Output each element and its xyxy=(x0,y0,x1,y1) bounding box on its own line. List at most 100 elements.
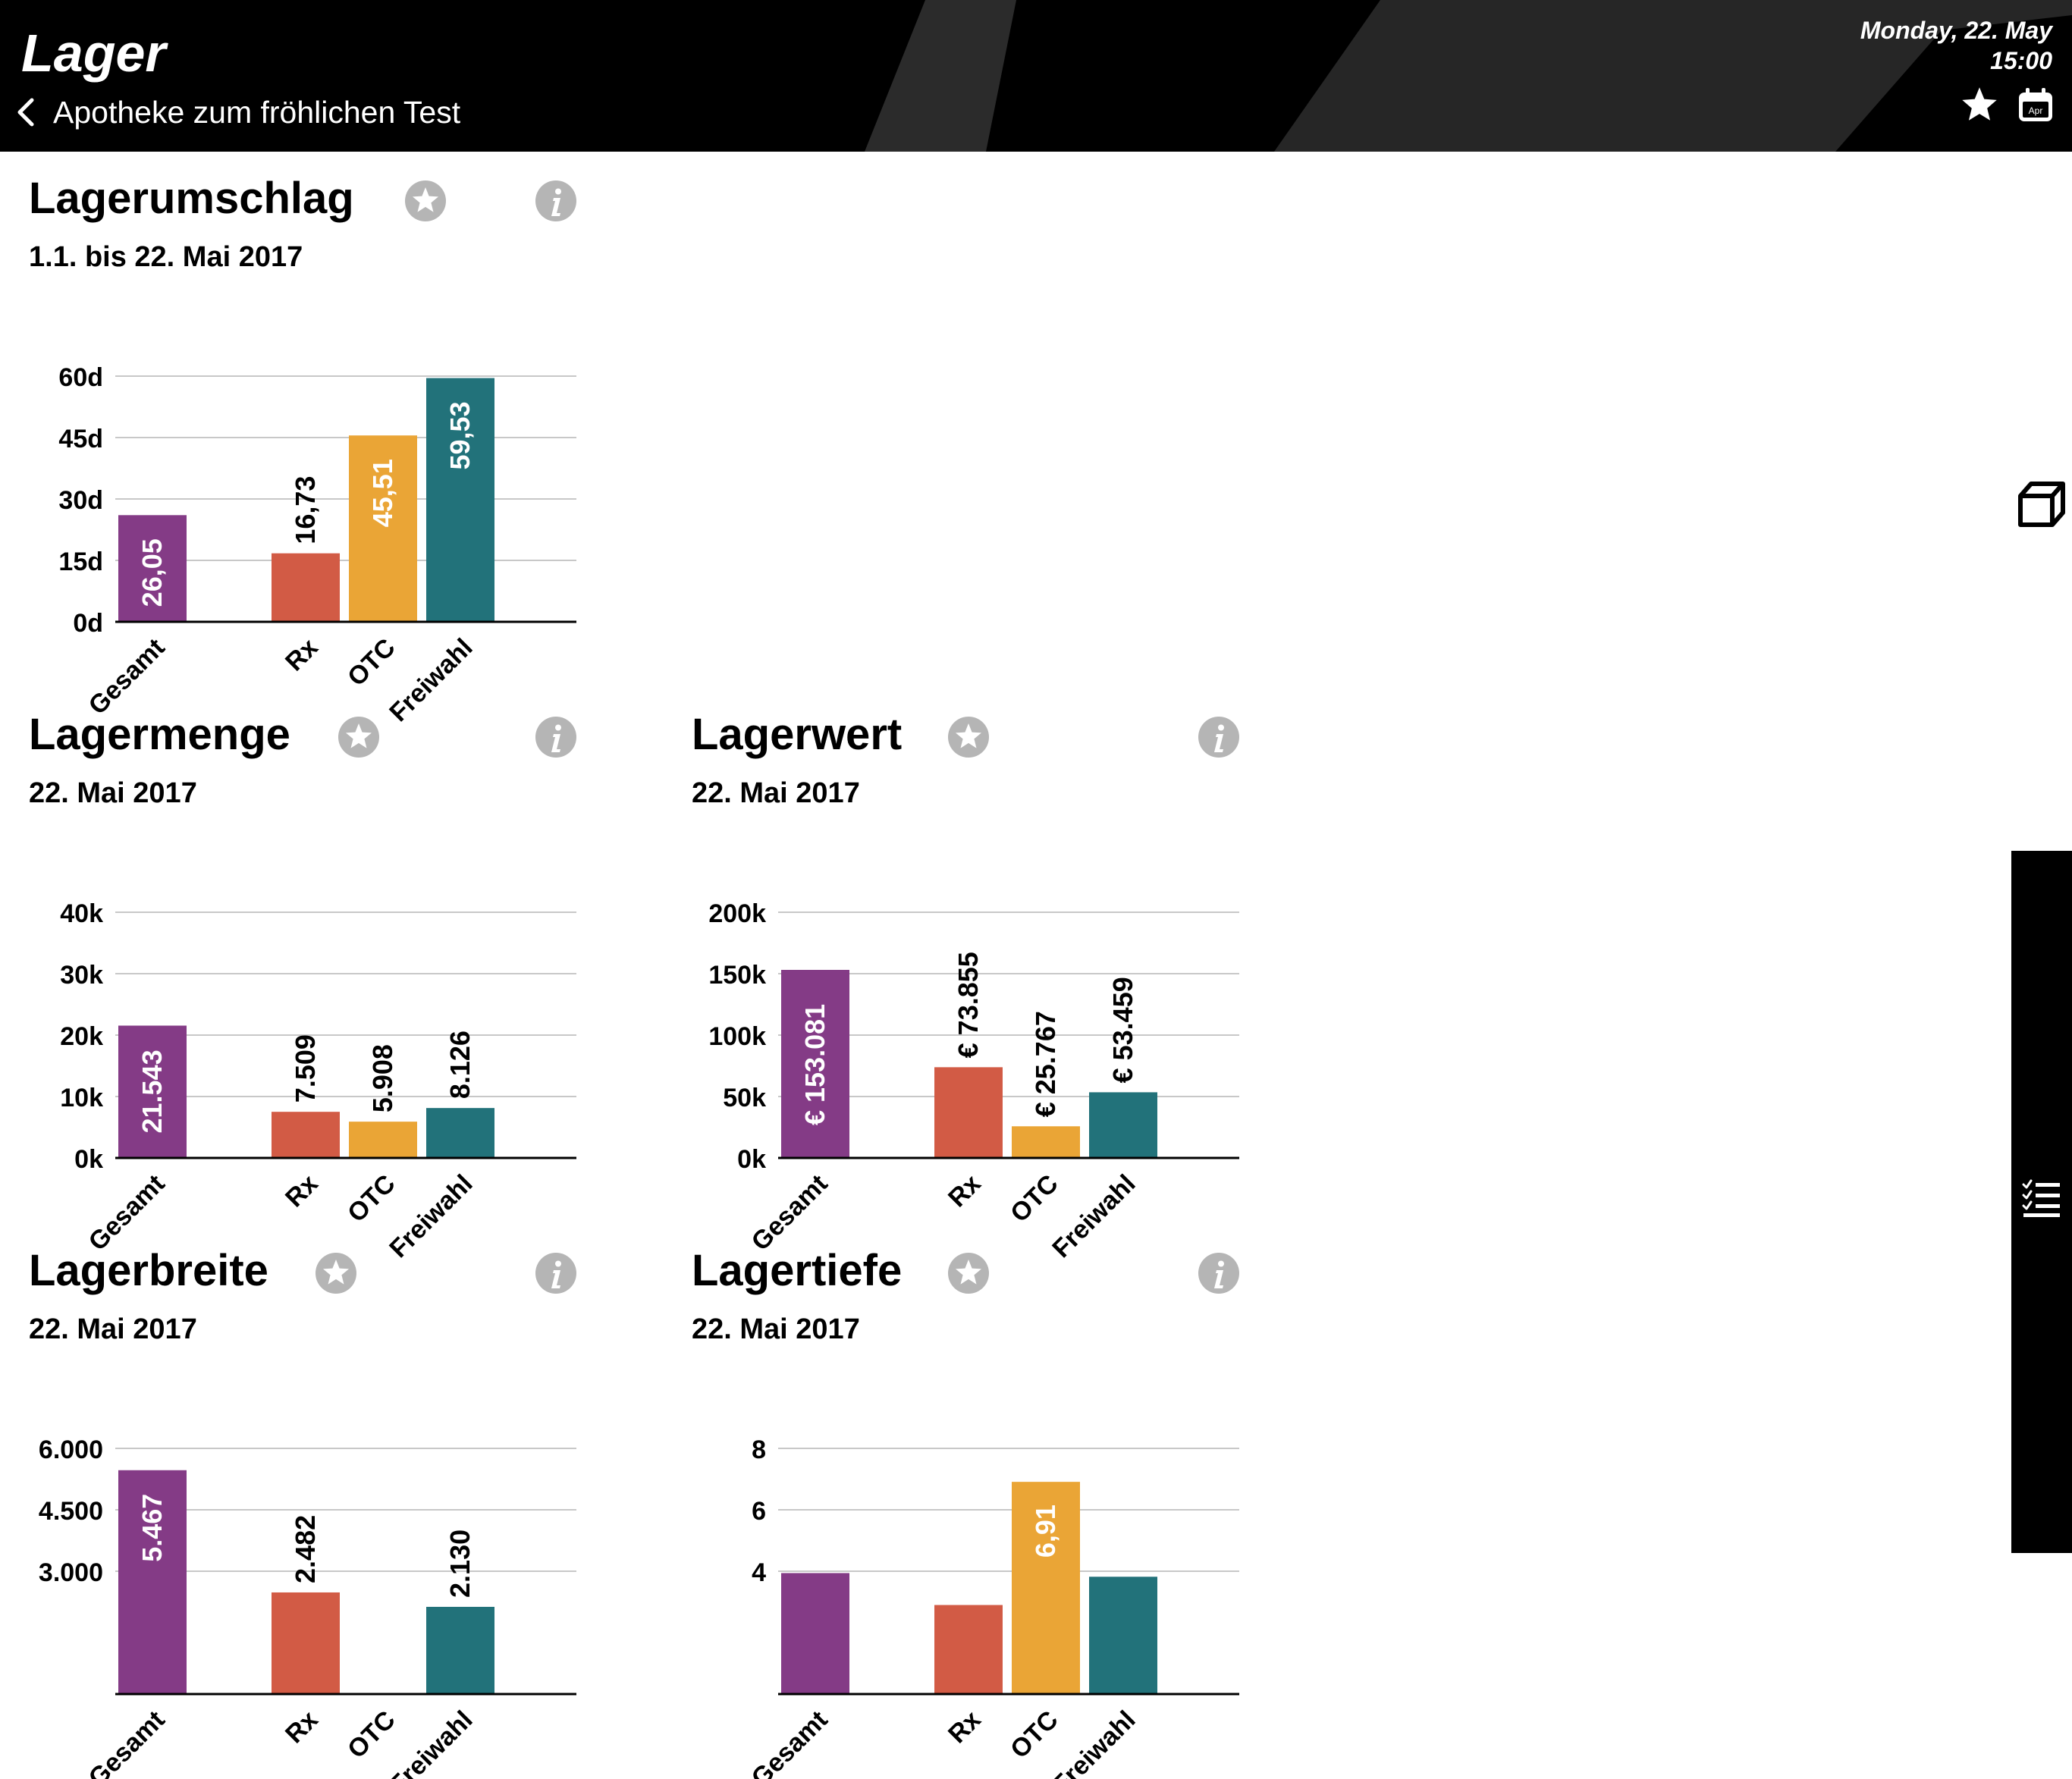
category-label-otc: OTC xyxy=(1005,1705,1064,1765)
category-label-rx: Rx xyxy=(280,1705,324,1749)
bar-freiwahl xyxy=(426,1108,494,1158)
panel-title: Lagerwert xyxy=(692,710,903,759)
panel-subtitle: 22. Mai 2017 xyxy=(692,777,860,809)
panel-subtitle: 22. Mai 2017 xyxy=(29,1313,197,1345)
bar-rx xyxy=(272,553,340,622)
bar-rx xyxy=(272,1112,340,1158)
y-tick-label: 60d xyxy=(58,363,103,392)
panel-lagertiefe: Lagertiefe 22. Mai 2017 4 6 8 Gesamt Rx 6,91 O… xyxy=(692,1241,1268,1779)
chart-lagerbreite: 3.000 4.500 6.000 5.467 Gesamt 2.482 Rx OTC 2.13… xyxy=(39,1435,576,1779)
value-label-rx: 16,73 xyxy=(290,476,321,544)
bar-rx xyxy=(934,1605,1003,1694)
y-tick-label: 150k xyxy=(708,961,766,990)
y-tick-label: 20k xyxy=(60,1022,103,1051)
value-label-freiwahl: € 53.459 xyxy=(1107,977,1138,1083)
y-tick-label: 6 xyxy=(752,1497,766,1526)
bar-freiwahl xyxy=(426,378,494,622)
value-label-otc: € 25.767 xyxy=(1030,1011,1061,1117)
y-tick-label: 4.500 xyxy=(39,1497,103,1526)
panel-lagerwert: Lagerwert 22. Mai 2017 0k 50k 100k 150k 200k… xyxy=(692,704,1268,1263)
panel-subtitle: 22. Mai 2017 xyxy=(692,1313,860,1345)
value-label-gesamt: 21.543 xyxy=(137,1050,168,1133)
panel-lagerbreite: Lagerbreite 22. Mai 2017 3.000 4.500 6.000… xyxy=(29,1241,605,1779)
info-icon[interactable] xyxy=(1198,717,1239,758)
favorite-star-icon[interactable] xyxy=(316,1253,356,1294)
y-tick-label: 6.000 xyxy=(39,1435,103,1464)
panel-title: Lagertiefe xyxy=(692,1246,903,1295)
back-button[interactable]: Apotheke zum fröhlichen Test xyxy=(17,89,460,135)
category-label-gesamt: Gesamt xyxy=(83,1705,171,1779)
chart-lagerumschlag: 0d15d30d45d60d26,05Gesamt16,73Rx45,51OTC… xyxy=(58,363,576,727)
panel-lagermenge: Lagermenge 22. Mai 2017 0k 10k 20k 30k 40k 21… xyxy=(29,704,605,1263)
bar-otc xyxy=(349,435,417,622)
bar-rx xyxy=(934,1067,1003,1158)
chevron-left-icon xyxy=(17,98,34,127)
cube-icon[interactable] xyxy=(2016,479,2067,528)
value-label-gesamt: 26,05 xyxy=(137,538,168,607)
value-label-rx: 2.482 xyxy=(290,1515,321,1583)
info-icon[interactable] xyxy=(535,180,576,221)
y-tick-label: 8 xyxy=(752,1435,766,1464)
bar-gesamt xyxy=(118,515,187,622)
favorite-star-icon[interactable] xyxy=(948,717,989,758)
bar-gesamt xyxy=(118,1025,187,1158)
favorite-star-icon[interactable] xyxy=(338,717,379,758)
bar-freiwahl xyxy=(1089,1092,1157,1158)
info-icon[interactable] xyxy=(535,717,576,758)
y-tick-label: 4 xyxy=(752,1558,766,1587)
category-label-freiwahl: Freiwahl xyxy=(1047,1705,1141,1779)
value-label-otc: 45,51 xyxy=(367,459,398,527)
y-tick-label: 0d xyxy=(73,609,103,638)
bar-otc xyxy=(349,1122,417,1158)
back-button-label: Apotheke zum fröhlichen Test xyxy=(53,94,461,130)
bar-gesamt xyxy=(781,970,849,1158)
category-label-otc: OTC xyxy=(342,633,401,692)
calendar-icon[interactable]: Apr xyxy=(2017,88,2054,123)
bar-freiwahl xyxy=(426,1606,494,1694)
panel-title: Lagermenge xyxy=(29,710,290,759)
y-tick-label: 10k xyxy=(60,1084,103,1112)
value-label-freiwahl: 8.126 xyxy=(444,1031,476,1099)
category-label-freiwahl: Freiwahl xyxy=(384,1705,478,1779)
value-label-gesamt: € 153.081 xyxy=(799,1004,830,1125)
favorite-star-icon[interactable] xyxy=(405,180,446,221)
category-label-rx: Rx xyxy=(280,1169,324,1213)
value-label-otc: 6,91 xyxy=(1030,1504,1061,1558)
app-title: Lager xyxy=(21,24,166,83)
info-icon[interactable] xyxy=(1198,1253,1239,1294)
bar-gesamt xyxy=(781,1573,849,1694)
info-icon[interactable] xyxy=(535,1253,576,1294)
value-label-rx: 7.509 xyxy=(290,1034,321,1103)
bar-rx xyxy=(272,1592,340,1694)
panel-subtitle: 22. Mai 2017 xyxy=(29,777,197,809)
value-label-rx: € 73.855 xyxy=(953,952,984,1058)
favorite-star-icon[interactable] xyxy=(948,1253,989,1294)
y-tick-label: 100k xyxy=(708,1022,766,1051)
y-tick-label: 0k xyxy=(74,1145,103,1174)
calendar-month-label: Apr xyxy=(2029,105,2043,116)
bar-freiwahl xyxy=(1089,1577,1157,1694)
y-tick-label: 50k xyxy=(723,1084,766,1112)
y-tick-label: 30k xyxy=(60,961,103,990)
checklist-icon[interactable] xyxy=(2022,1178,2061,1219)
category-label-otc: OTC xyxy=(342,1705,401,1765)
category-label-otc: OTC xyxy=(1005,1169,1064,1228)
chart-lagermenge: 0k10k20k30k40k21.543Gesamt7.509Rx5.908OT… xyxy=(60,899,576,1263)
y-tick-label: 45d xyxy=(58,425,103,453)
y-tick-label: 3.000 xyxy=(39,1558,103,1587)
category-label-otc: OTC xyxy=(342,1169,401,1228)
value-label-gesamt: 5.467 xyxy=(137,1494,168,1562)
bar-otc xyxy=(1012,1126,1080,1158)
header-decoration xyxy=(865,0,2072,152)
panel-lagerumschlag: Lagerumschlag 1.1. bis 22. Mai 2017 0d 15… xyxy=(29,168,605,727)
favorite-star-icon[interactable] xyxy=(1960,85,1999,124)
side-panel xyxy=(2011,851,2072,1553)
y-tick-label: 200k xyxy=(708,899,766,928)
y-tick-label: 30d xyxy=(58,486,103,515)
category-label-rx: Rx xyxy=(943,1705,987,1749)
category-label-rx: Rx xyxy=(943,1169,987,1213)
y-tick-label: 40k xyxy=(60,899,103,928)
panel-subtitle: 1.1. bis 22. Mai 2017 xyxy=(29,241,303,273)
